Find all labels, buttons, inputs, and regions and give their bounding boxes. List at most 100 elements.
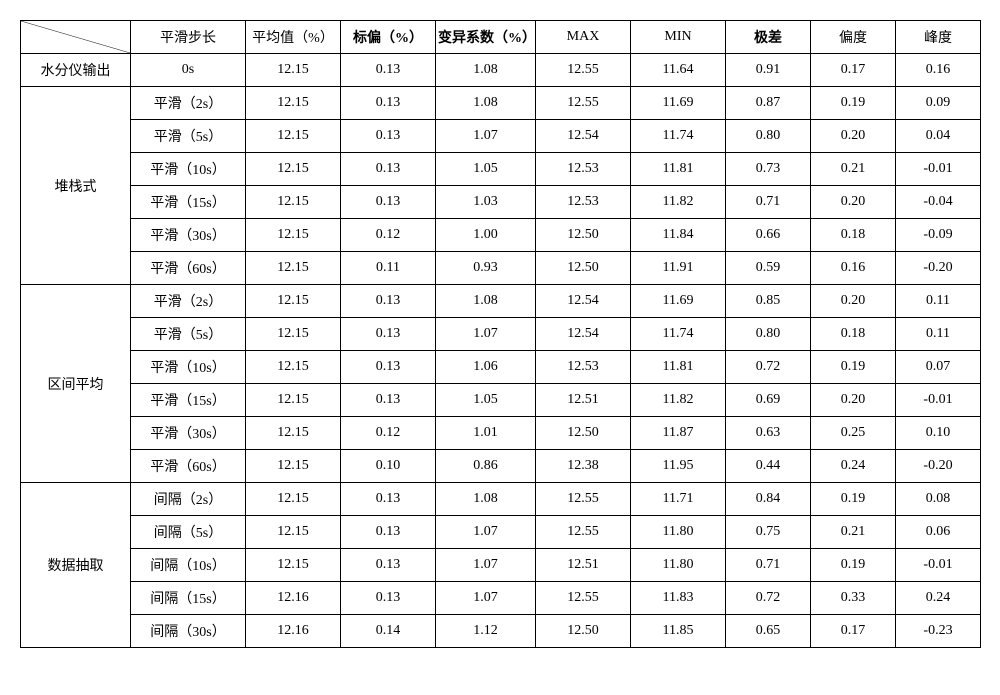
cell-std: 0.13	[341, 582, 436, 615]
corner-cell	[21, 21, 131, 54]
col-kurt: 峰度	[896, 21, 981, 54]
cell-step: 0s	[131, 54, 246, 87]
cell-cv: 1.06	[436, 351, 536, 384]
cell-range: 0.73	[726, 153, 811, 186]
cell-max: 12.50	[536, 219, 631, 252]
cell-std: 0.12	[341, 417, 436, 450]
cell-min: 11.74	[631, 318, 726, 351]
cell-cv: 1.08	[436, 87, 536, 120]
cell-cv: 1.08	[436, 483, 536, 516]
table-body: 水分仪输出0s12.150.131.0812.5511.640.910.170.…	[21, 54, 981, 648]
cell-min: 11.64	[631, 54, 726, 87]
cell-std: 0.13	[341, 384, 436, 417]
cell-avg: 12.15	[246, 549, 341, 582]
cell-range: 0.80	[726, 318, 811, 351]
cell-range: 0.91	[726, 54, 811, 87]
cell-cv: 1.05	[436, 384, 536, 417]
cell-avg: 12.15	[246, 219, 341, 252]
cell-cv: 0.93	[436, 252, 536, 285]
cell-avg: 12.15	[246, 186, 341, 219]
cell-std: 0.13	[341, 186, 436, 219]
cell-step: 间隔（5s）	[131, 516, 246, 549]
table-row: 平滑（30s）12.150.121.0012.5011.840.660.18-0…	[21, 219, 981, 252]
cell-cv: 1.07	[436, 516, 536, 549]
table-row: 平滑（30s）12.150.121.0112.5011.870.630.250.…	[21, 417, 981, 450]
cell-std: 0.13	[341, 285, 436, 318]
cell-range: 0.80	[726, 120, 811, 153]
cell-skew: 0.33	[811, 582, 896, 615]
cell-avg: 12.15	[246, 318, 341, 351]
cell-skew: 0.19	[811, 87, 896, 120]
cell-range: 0.65	[726, 615, 811, 648]
cell-cv: 1.07	[436, 549, 536, 582]
cell-step: 平滑（2s）	[131, 285, 246, 318]
cell-max: 12.51	[536, 549, 631, 582]
cell-max: 12.55	[536, 516, 631, 549]
table-row: 平滑（5s）12.150.131.0712.5411.740.800.200.0…	[21, 120, 981, 153]
cell-min: 11.82	[631, 186, 726, 219]
cell-min: 11.81	[631, 153, 726, 186]
cell-max: 12.55	[536, 582, 631, 615]
cell-kurt: -0.01	[896, 549, 981, 582]
cell-step: 平滑（60s）	[131, 252, 246, 285]
cell-kurt: 0.04	[896, 120, 981, 153]
cell-step: 平滑（15s）	[131, 384, 246, 417]
cell-max: 12.55	[536, 54, 631, 87]
cell-skew: 0.19	[811, 549, 896, 582]
cell-cv: 1.07	[436, 120, 536, 153]
cell-step: 平滑（30s）	[131, 219, 246, 252]
cell-avg: 12.15	[246, 120, 341, 153]
cell-avg: 12.15	[246, 450, 341, 483]
cell-range: 0.44	[726, 450, 811, 483]
cell-min: 11.82	[631, 384, 726, 417]
cell-avg: 12.15	[246, 417, 341, 450]
cell-min: 11.69	[631, 285, 726, 318]
cell-std: 0.11	[341, 252, 436, 285]
col-skew: 偏度	[811, 21, 896, 54]
col-cv: 变异系数（%）	[436, 21, 536, 54]
cell-cv: 1.07	[436, 582, 536, 615]
table-row: 间隔（5s）12.150.131.0712.5511.800.750.210.0…	[21, 516, 981, 549]
cell-kurt: 0.10	[896, 417, 981, 450]
cell-cv: 1.08	[436, 54, 536, 87]
cell-std: 0.13	[341, 54, 436, 87]
cell-max: 12.53	[536, 153, 631, 186]
cell-min: 11.80	[631, 549, 726, 582]
cell-step: 间隔（30s）	[131, 615, 246, 648]
cell-cv: 1.08	[436, 285, 536, 318]
table-row: 平滑（5s）12.150.131.0712.5411.740.800.180.1…	[21, 318, 981, 351]
cell-cv: 1.01	[436, 417, 536, 450]
col-range: 极差	[726, 21, 811, 54]
cell-kurt: -0.23	[896, 615, 981, 648]
cell-kurt: -0.20	[896, 450, 981, 483]
table-row: 间隔（10s）12.150.131.0712.5111.800.710.19-0…	[21, 549, 981, 582]
cell-step: 平滑（30s）	[131, 417, 246, 450]
cell-kurt: 0.07	[896, 351, 981, 384]
cell-step: 平滑（2s）	[131, 87, 246, 120]
cell-kurt: -0.04	[896, 186, 981, 219]
cell-skew: 0.20	[811, 186, 896, 219]
cell-kurt: 0.16	[896, 54, 981, 87]
cell-std: 0.12	[341, 219, 436, 252]
cell-avg: 12.15	[246, 516, 341, 549]
cell-std: 0.13	[341, 318, 436, 351]
cell-skew: 0.18	[811, 318, 896, 351]
cell-skew: 0.17	[811, 54, 896, 87]
col-std: 标偏（%）	[341, 21, 436, 54]
cell-min: 11.81	[631, 351, 726, 384]
cell-std: 0.14	[341, 615, 436, 648]
cell-step: 间隔（2s）	[131, 483, 246, 516]
cell-step: 间隔（15s）	[131, 582, 246, 615]
cell-skew: 0.20	[811, 285, 896, 318]
cell-range: 0.72	[726, 582, 811, 615]
cell-min: 11.74	[631, 120, 726, 153]
cell-kurt: -0.01	[896, 153, 981, 186]
cell-std: 0.13	[341, 483, 436, 516]
table-row: 数据抽取间隔（2s）12.150.131.0812.5511.710.840.1…	[21, 483, 981, 516]
cell-std: 0.13	[341, 153, 436, 186]
cell-range: 0.66	[726, 219, 811, 252]
cell-std: 0.13	[341, 120, 436, 153]
cell-min: 11.69	[631, 87, 726, 120]
table-row: 平滑（60s）12.150.100.8612.3811.950.440.24-0…	[21, 450, 981, 483]
cell-range: 0.75	[726, 516, 811, 549]
